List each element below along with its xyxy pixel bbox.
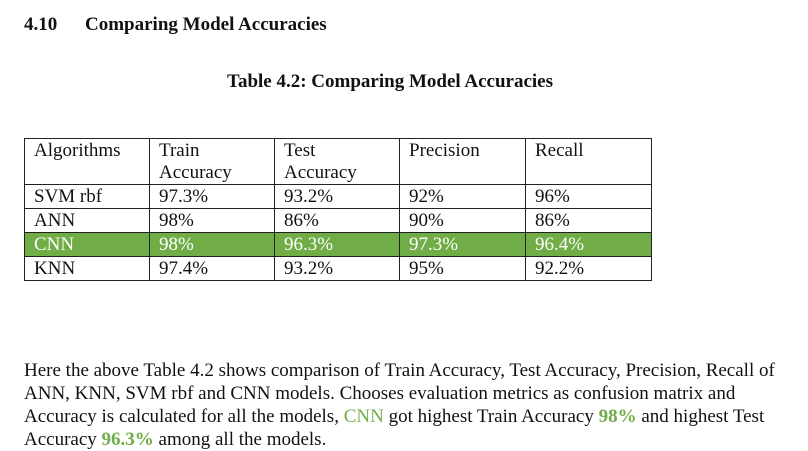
cell-algorithm: KNN (24, 256, 150, 281)
header-test-accuracy: Test Accuracy (274, 138, 400, 185)
cell-train-accuracy: 98% (149, 208, 275, 233)
section-number: 4.10 (24, 14, 58, 35)
cell-algorithm: CNN (24, 232, 150, 257)
cell-algorithm: ANN (24, 208, 150, 233)
cell-recall: 96.4% (525, 232, 652, 257)
highlight-cnn: CNN (343, 406, 384, 427)
section-title: Comparing Model Accuracies (85, 14, 327, 35)
highlight-train-accuracy: 98% (598, 406, 637, 427)
cell-test-accuracy: 86% (274, 208, 400, 233)
cell-test-accuracy: 93.2% (274, 184, 400, 209)
cell-train-accuracy: 97.4% (149, 256, 275, 281)
paragraph-text: among all the models. (153, 429, 327, 450)
cell-precision: 97.3% (399, 232, 526, 257)
paragraph-text: got highest Train Accuracy (383, 406, 599, 427)
header-recall: Recall (525, 138, 652, 185)
model-accuracy-table: Algorithms Train Accuracy Test Accuracy … (24, 138, 652, 281)
table-row-cnn-highlighted: CNN 98% 96.3% 97.3% 96.4% (24, 232, 652, 257)
results-paragraph: Here the above Table 4.2 shows compariso… (24, 359, 784, 451)
cell-test-accuracy: 93.2% (274, 256, 400, 281)
cell-recall: 92.2% (525, 256, 652, 281)
table-row-svm: SVM rbf 97.3% 93.2% 92% 96% (24, 184, 652, 209)
table-caption-text: Table 4.2: Comparing Model Accuracies (227, 71, 553, 92)
table-caption: Table 4.2: Comparing Model Accuracies (0, 71, 808, 93)
cell-recall: 86% (525, 208, 652, 233)
header-precision: Precision (399, 138, 526, 185)
header-algorithms: Algorithms (24, 138, 150, 185)
highlight-test-accuracy: 96.3% (101, 429, 154, 450)
table-row-ann: ANN 98% 86% 90% 86% (24, 208, 652, 233)
table-header-row: Algorithms Train Accuracy Test Accuracy … (24, 138, 652, 185)
cell-precision: 95% (399, 256, 526, 281)
cell-test-accuracy: 96.3% (274, 232, 400, 257)
paragraph-text: Here the above Table 4.2 shows compariso… (24, 360, 775, 427)
cell-train-accuracy: 98% (149, 232, 275, 257)
section-heading: 4.10 Comparing Model Accuracies (24, 14, 327, 36)
cell-precision: 92% (399, 184, 526, 209)
cell-algorithm: SVM rbf (24, 184, 150, 209)
table-row-knn: KNN 97.4% 93.2% 95% 92.2% (24, 256, 652, 281)
cell-precision: 90% (399, 208, 526, 233)
cell-train-accuracy: 97.3% (149, 184, 275, 209)
header-train-accuracy: Train Accuracy (149, 138, 275, 185)
cell-recall: 96% (525, 184, 652, 209)
